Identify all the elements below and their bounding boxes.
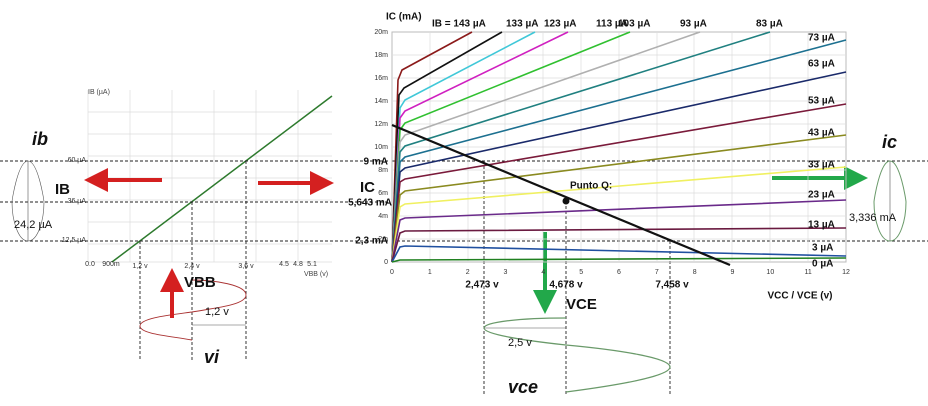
x-tick: 11	[805, 269, 812, 276]
x-tick: 2	[466, 269, 470, 276]
vi: vi	[204, 347, 220, 367]
x-tick: 1	[428, 269, 432, 276]
x-tick: 4.5	[279, 261, 289, 268]
curve-label: 133 µA	[506, 19, 538, 30]
vce-max: 7,458 v	[655, 280, 689, 291]
vce-q: 4,678 v	[549, 280, 583, 291]
ic-amplitude: 3,336 mA	[849, 212, 897, 224]
y-tick: 16m	[374, 75, 388, 82]
load-line	[391, 123, 731, 267]
y-tick: 14m	[374, 98, 388, 105]
ic: ic	[882, 132, 897, 152]
y-tick: 10m	[374, 144, 388, 151]
x-tick: 12	[842, 269, 850, 276]
y-level: 60 µA	[68, 157, 87, 164]
curve-label: 3 µA	[812, 243, 833, 254]
curve-label: 23 µA	[808, 190, 835, 201]
output-curves	[391, 31, 847, 263]
vce-amplitude: 2,5 v	[508, 337, 532, 349]
x-tick: 3	[504, 269, 508, 276]
x-tick: 900m	[102, 261, 120, 268]
curve-label: 53 µA	[808, 96, 835, 107]
curve-label: 73 µA	[808, 33, 835, 44]
guides	[0, 160, 928, 395]
q-label: Punto Q:	[570, 181, 612, 192]
vce-wave	[483, 317, 671, 393]
vbb: VBB	[184, 274, 216, 291]
curve-label: 83 µA	[756, 19, 783, 30]
input-curve	[111, 95, 333, 263]
vi-amplitude: 1,2 v	[205, 306, 229, 318]
x-ticks: 0 1 2 3 4 5 6 7 8 9 10 11 12	[390, 269, 850, 276]
curve-label: 33 µA	[808, 160, 835, 171]
x-axis-label: VBB (v)	[304, 271, 328, 278]
x-tick: 5.1	[307, 261, 317, 268]
x-tick: 6	[617, 269, 621, 276]
curve-label: 63 µA	[808, 59, 835, 70]
ib: ib	[32, 129, 48, 149]
vce-dc: VCE	[566, 296, 597, 313]
x-tick: 4.8	[293, 261, 303, 268]
vi-wave	[139, 279, 247, 341]
y-tick: 12m	[374, 121, 388, 128]
y-tick: 20m	[374, 29, 388, 36]
curve-label: 0 µA	[812, 259, 833, 270]
x-axis-label: VCC / VCE (v)	[767, 291, 832, 302]
q-point	[562, 197, 570, 205]
output-grid	[391, 31, 847, 263]
y-axis-label: IB (µA)	[88, 89, 110, 96]
x-tick: 10	[766, 269, 774, 276]
ic-q: 5,643 mA	[348, 198, 392, 209]
y-tick: 2m	[378, 236, 388, 243]
curve-label: 113 µA	[596, 19, 628, 30]
y-level: 36 µA	[68, 198, 87, 205]
ic-min: 2,3 mA	[355, 236, 388, 247]
y-tick: 4m	[378, 213, 388, 220]
x-tick: 4	[541, 269, 545, 276]
ib-dc: IB	[55, 181, 70, 198]
curve-label: 103 µA	[618, 19, 650, 30]
ib-amplitude: 24,2 µA	[14, 219, 53, 231]
curve-label: 43 µA	[808, 128, 835, 139]
y-ticks: 20m 18m 16m 14m 12m 10m 8m 6m 4m 2m 0	[374, 29, 388, 266]
input-grid	[87, 90, 332, 263]
ic-dc: IC	[360, 179, 375, 196]
ic-wave	[873, 160, 907, 242]
y-tick: 18m	[374, 52, 388, 59]
vce-min: 2,473 v	[465, 280, 499, 291]
x-tick: 8	[693, 269, 697, 276]
curve-label: 93 µA	[680, 19, 707, 30]
x-tick: 0	[390, 269, 394, 276]
x-tick: 9	[731, 269, 735, 276]
vce: vce	[508, 377, 538, 397]
ib-wave	[11, 160, 29, 242]
x-tick: 5	[579, 269, 583, 276]
y-tick: 0	[384, 259, 388, 266]
curve-label: IB = 143 µA	[432, 19, 486, 30]
ic-max: 9 mA	[364, 157, 388, 168]
x-tick: 2,4 v	[184, 263, 200, 270]
x-tick: 7	[655, 269, 659, 276]
y-axis-label: IC (mA)	[386, 12, 422, 23]
x-tick: 0.0	[85, 261, 95, 268]
y-tick: 6m	[378, 190, 388, 197]
y-tick: 8m	[378, 167, 388, 174]
ib-wave	[27, 160, 45, 242]
curve-label: 13 µA	[808, 220, 835, 231]
y-level: 12,5 µA	[62, 237, 87, 244]
curve-label: 123 µA	[544, 19, 576, 30]
